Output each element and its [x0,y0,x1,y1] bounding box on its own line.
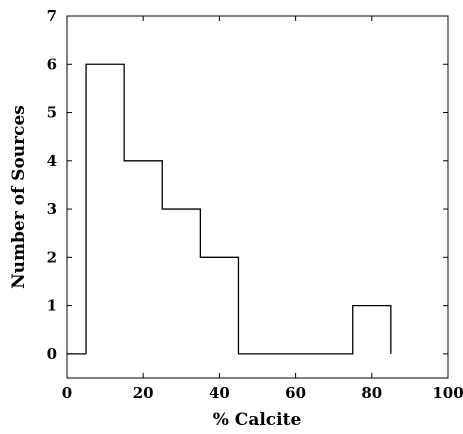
y-tick-label: 3 [47,200,57,218]
y-axis-title: Number of Sources [9,105,29,289]
x-tick-label: 100 [432,384,463,402]
x-tick-label: 0 [62,384,72,402]
y-tick-label: 6 [47,55,57,73]
x-tick-label: 20 [133,384,154,402]
y-tick-label: 7 [47,7,57,25]
x-axis-title: % Calcite [213,410,302,430]
x-tick-label: 80 [361,384,382,402]
y-tick-label: 5 [47,104,57,122]
x-tick-label: 60 [285,384,306,402]
y-tick-label: 1 [47,297,57,315]
y-tick-label: 0 [47,345,57,363]
plot-frame [66,15,449,379]
x-tick-label: 40 [209,384,230,402]
y-tick-label: 2 [47,248,57,266]
y-tick-label: 4 [47,152,57,170]
histogram-step-line [67,63,392,355]
tick-labels: 0 20 40 60 80 100 0 1 2 3 4 5 6 7 [47,7,463,402]
